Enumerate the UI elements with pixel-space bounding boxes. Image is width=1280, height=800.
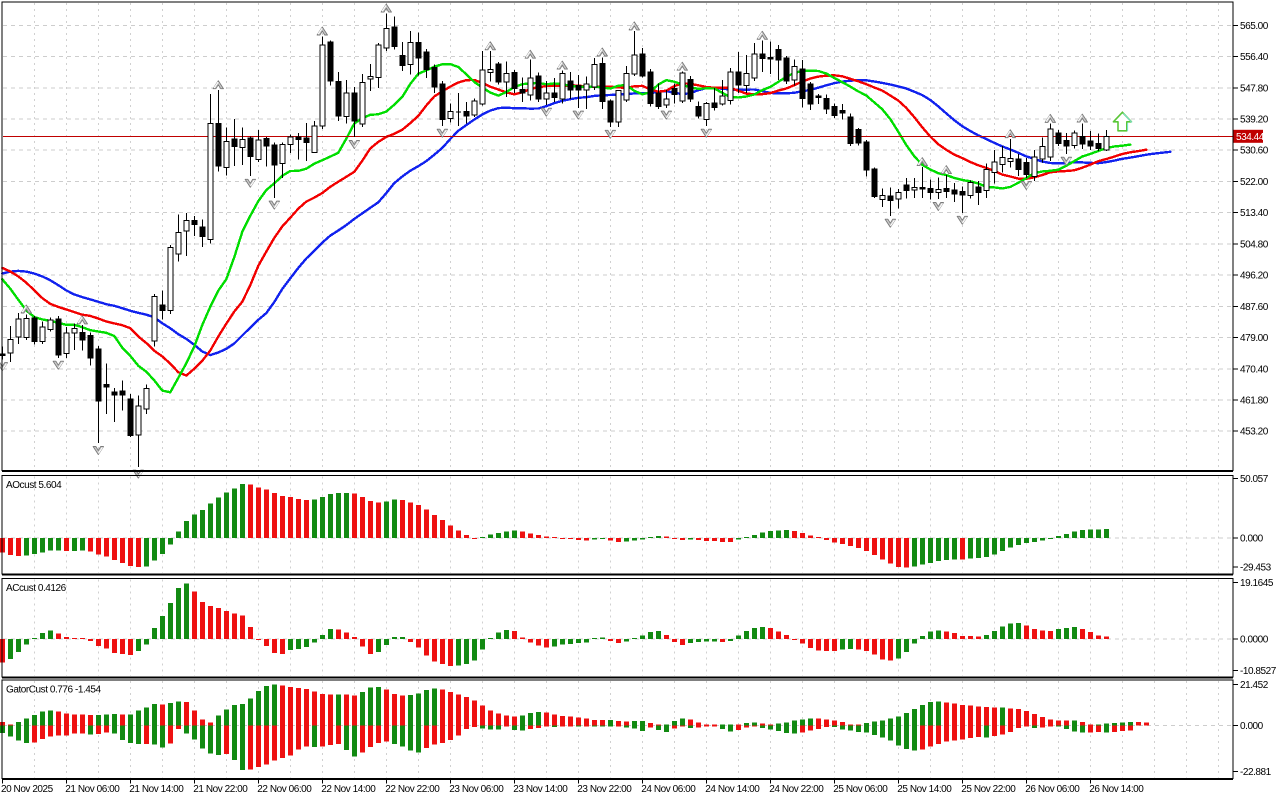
svg-text:23 Nov 14:00: 23 Nov 14:00 bbox=[513, 784, 568, 795]
svg-text:534.44: 534.44 bbox=[1236, 132, 1265, 143]
svg-text:565.00: 565.00 bbox=[1240, 21, 1269, 32]
svg-text:25 Nov 22:00: 25 Nov 22:00 bbox=[961, 784, 1016, 795]
svg-text:22 Nov 14:00: 22 Nov 14:00 bbox=[321, 784, 376, 795]
svg-text:0.000: 0.000 bbox=[1240, 534, 1264, 545]
svg-text:547.80: 547.80 bbox=[1240, 83, 1269, 94]
svg-text:461.80: 461.80 bbox=[1240, 396, 1269, 407]
svg-text:513.40: 513.40 bbox=[1240, 208, 1269, 219]
svg-text:AOcust 5.604: AOcust 5.604 bbox=[6, 480, 62, 491]
svg-text:23 Nov 06:00: 23 Nov 06:00 bbox=[449, 784, 504, 795]
svg-text:25 Nov 06:00: 25 Nov 06:00 bbox=[833, 784, 888, 795]
svg-text:504.80: 504.80 bbox=[1240, 239, 1269, 250]
svg-text:-10.8527: -10.8527 bbox=[1240, 666, 1277, 677]
svg-text:26 Nov 06:00: 26 Nov 06:00 bbox=[1025, 784, 1080, 795]
svg-text:22 Nov 06:00: 22 Nov 06:00 bbox=[257, 784, 312, 795]
svg-text:487.60: 487.60 bbox=[1240, 302, 1269, 313]
svg-text:26 Nov 14:00: 26 Nov 14:00 bbox=[1089, 784, 1144, 795]
svg-text:24 Nov 22:00: 24 Nov 22:00 bbox=[769, 784, 824, 795]
svg-text:0.0000: 0.0000 bbox=[1240, 635, 1269, 646]
svg-text:530.60: 530.60 bbox=[1240, 146, 1269, 157]
svg-text:522.00: 522.00 bbox=[1240, 177, 1269, 188]
svg-text:479.00: 479.00 bbox=[1240, 333, 1269, 344]
svg-text:GatorCust 0.776 -1.454: GatorCust 0.776 -1.454 bbox=[6, 685, 101, 696]
svg-text:21 Nov 14:00: 21 Nov 14:00 bbox=[129, 784, 184, 795]
svg-text:22 Nov 22:00: 22 Nov 22:00 bbox=[385, 784, 440, 795]
svg-text:21.452: 21.452 bbox=[1240, 680, 1269, 691]
svg-text:0.000: 0.000 bbox=[1240, 721, 1264, 732]
svg-text:496.20: 496.20 bbox=[1240, 271, 1269, 282]
svg-text:25 Nov 14:00: 25 Nov 14:00 bbox=[897, 784, 952, 795]
svg-text:20 Nov 2025: 20 Nov 2025 bbox=[1, 784, 54, 795]
svg-text:24 Nov 06:00: 24 Nov 06:00 bbox=[641, 784, 696, 795]
svg-text:21 Nov 06:00: 21 Nov 06:00 bbox=[65, 784, 120, 795]
svg-text:-29.453: -29.453 bbox=[1240, 563, 1272, 574]
svg-text:453.20: 453.20 bbox=[1240, 427, 1269, 438]
svg-text:539.20: 539.20 bbox=[1240, 115, 1269, 126]
svg-text:23 Nov 22:00: 23 Nov 22:00 bbox=[577, 784, 632, 795]
svg-text:50.057: 50.057 bbox=[1240, 474, 1269, 485]
svg-text:470.40: 470.40 bbox=[1240, 364, 1269, 375]
svg-text:19.1645: 19.1645 bbox=[1240, 578, 1274, 589]
svg-text:-22.881: -22.881 bbox=[1240, 767, 1272, 778]
svg-text:24 Nov 14:00: 24 Nov 14:00 bbox=[705, 784, 760, 795]
svg-text:ACcust 0.4126: ACcust 0.4126 bbox=[6, 583, 67, 594]
svg-text:21 Nov 22:00: 21 Nov 22:00 bbox=[193, 784, 248, 795]
svg-text:556.40: 556.40 bbox=[1240, 52, 1269, 63]
